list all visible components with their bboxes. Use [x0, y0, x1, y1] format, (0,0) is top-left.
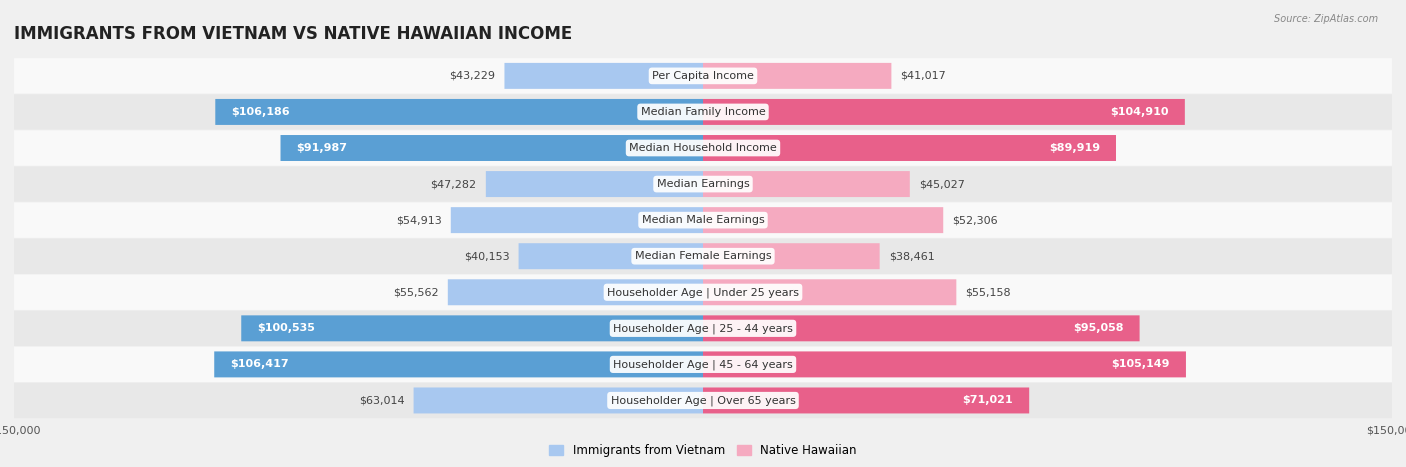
- FancyBboxPatch shape: [703, 207, 943, 233]
- Text: $106,417: $106,417: [231, 360, 290, 369]
- FancyBboxPatch shape: [214, 351, 703, 377]
- Text: $89,919: $89,919: [1049, 143, 1099, 153]
- Text: Householder Age | 25 - 44 years: Householder Age | 25 - 44 years: [613, 323, 793, 333]
- FancyBboxPatch shape: [447, 279, 703, 305]
- FancyBboxPatch shape: [451, 207, 703, 233]
- Text: IMMIGRANTS FROM VIETNAM VS NATIVE HAWAIIAN INCOME: IMMIGRANTS FROM VIETNAM VS NATIVE HAWAII…: [14, 25, 572, 43]
- FancyBboxPatch shape: [14, 239, 1392, 274]
- Text: $38,461: $38,461: [889, 251, 935, 261]
- Text: $52,306: $52,306: [952, 215, 998, 225]
- Text: Householder Age | Over 65 years: Householder Age | Over 65 years: [610, 395, 796, 406]
- FancyBboxPatch shape: [215, 99, 703, 125]
- Text: $95,058: $95,058: [1073, 323, 1123, 333]
- Text: $55,562: $55,562: [394, 287, 439, 297]
- FancyBboxPatch shape: [703, 351, 1185, 377]
- FancyBboxPatch shape: [14, 383, 1392, 418]
- FancyBboxPatch shape: [14, 166, 1392, 202]
- Text: $54,913: $54,913: [396, 215, 441, 225]
- Text: $71,021: $71,021: [963, 396, 1014, 405]
- FancyBboxPatch shape: [703, 315, 1140, 341]
- Text: Per Capita Income: Per Capita Income: [652, 71, 754, 81]
- Text: $91,987: $91,987: [297, 143, 347, 153]
- FancyBboxPatch shape: [519, 243, 703, 269]
- Text: $100,535: $100,535: [257, 323, 315, 333]
- FancyBboxPatch shape: [703, 99, 1185, 125]
- Text: $104,910: $104,910: [1111, 107, 1168, 117]
- FancyBboxPatch shape: [703, 171, 910, 197]
- Text: $106,186: $106,186: [232, 107, 290, 117]
- Text: $43,229: $43,229: [450, 71, 495, 81]
- FancyBboxPatch shape: [413, 388, 703, 413]
- Text: $105,149: $105,149: [1111, 360, 1170, 369]
- FancyBboxPatch shape: [14, 94, 1392, 130]
- Text: $55,158: $55,158: [966, 287, 1011, 297]
- FancyBboxPatch shape: [242, 315, 703, 341]
- Text: $40,153: $40,153: [464, 251, 509, 261]
- Legend: Immigrants from Vietnam, Native Hawaiian: Immigrants from Vietnam, Native Hawaiian: [544, 439, 862, 462]
- FancyBboxPatch shape: [703, 135, 1116, 161]
- FancyBboxPatch shape: [703, 279, 956, 305]
- FancyBboxPatch shape: [486, 171, 703, 197]
- Text: Median Male Earnings: Median Male Earnings: [641, 215, 765, 225]
- FancyBboxPatch shape: [14, 311, 1392, 346]
- FancyBboxPatch shape: [703, 243, 880, 269]
- Text: $47,282: $47,282: [430, 179, 477, 189]
- FancyBboxPatch shape: [14, 347, 1392, 382]
- Text: Median Earnings: Median Earnings: [657, 179, 749, 189]
- Text: Householder Age | 45 - 64 years: Householder Age | 45 - 64 years: [613, 359, 793, 370]
- FancyBboxPatch shape: [505, 63, 703, 89]
- FancyBboxPatch shape: [14, 275, 1392, 310]
- Text: Median Household Income: Median Household Income: [628, 143, 778, 153]
- Text: $63,014: $63,014: [359, 396, 405, 405]
- Text: Source: ZipAtlas.com: Source: ZipAtlas.com: [1274, 14, 1378, 24]
- FancyBboxPatch shape: [703, 63, 891, 89]
- Text: $45,027: $45,027: [920, 179, 965, 189]
- FancyBboxPatch shape: [14, 130, 1392, 166]
- Text: Median Female Earnings: Median Female Earnings: [634, 251, 772, 261]
- FancyBboxPatch shape: [281, 135, 703, 161]
- FancyBboxPatch shape: [703, 388, 1029, 413]
- FancyBboxPatch shape: [14, 58, 1392, 93]
- Text: Householder Age | Under 25 years: Householder Age | Under 25 years: [607, 287, 799, 297]
- FancyBboxPatch shape: [14, 203, 1392, 238]
- Text: Median Family Income: Median Family Income: [641, 107, 765, 117]
- Text: $41,017: $41,017: [901, 71, 946, 81]
